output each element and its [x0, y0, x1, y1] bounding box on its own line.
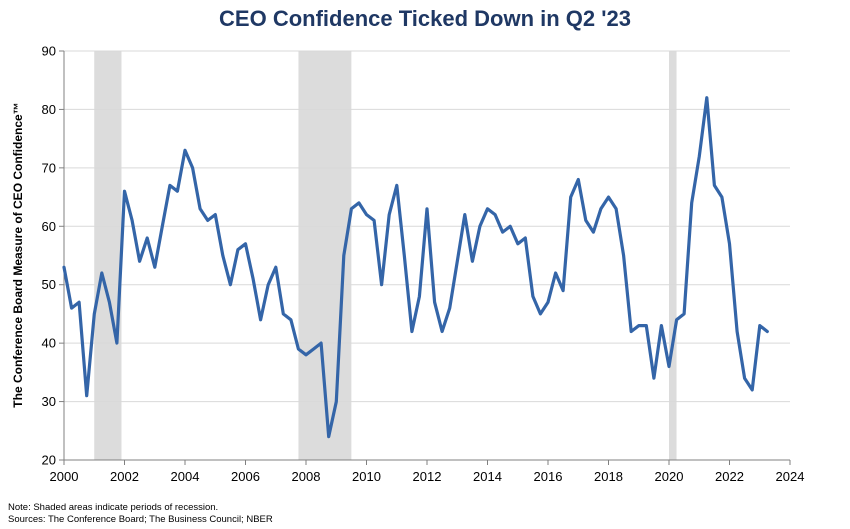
x-tick-label-2004: 2004 [171, 469, 200, 484]
y-tick-label-50: 50 [42, 277, 56, 292]
y-tick-label-70: 70 [42, 160, 56, 175]
x-tick-label-2000: 2000 [50, 469, 79, 484]
x-tick-label-2010: 2010 [352, 469, 381, 484]
y-tick-label-80: 80 [42, 102, 56, 117]
y-tick-label-30: 30 [42, 394, 56, 409]
y-tick-label-20: 20 [42, 453, 56, 468]
recession-band-2 [669, 51, 677, 460]
x-tick-label-2014: 2014 [473, 469, 502, 484]
x-tick-label-2022: 2022 [715, 469, 744, 484]
series-line-0 [62, 96, 769, 439]
footnote-sources: Sources: The Conference Board; The Busin… [8, 514, 273, 525]
x-tick-label-2016: 2016 [534, 469, 563, 484]
y-tick-label-60: 60 [42, 219, 56, 234]
tick-labels: 20 30 40 50 60 70 80 90 2000 2002 2004 2006 2008 2010… [42, 44, 805, 485]
x-tick-label-2002: 2002 [110, 469, 139, 484]
x-tick-label-2024: 2024 [776, 469, 805, 484]
x-tick-label-2020: 2020 [655, 469, 684, 484]
footnote-note: Note: Shaded areas indicate periods of r… [8, 502, 219, 513]
recession-band-0 [94, 51, 122, 460]
chart-title: CEO Confidence Ticked Down in Q2 '23 [219, 6, 631, 31]
x-tick-label-2018: 2018 [594, 469, 623, 484]
x-tick-label-2008: 2008 [292, 469, 321, 484]
x-tick-label-2006: 2006 [231, 469, 260, 484]
x-tick-label-2012: 2012 [413, 469, 442, 484]
axes [59, 50, 791, 465]
y-tick-label-90: 90 [42, 44, 56, 59]
y-tick-label-40: 40 [42, 336, 56, 351]
y-axis-label: The Conference Board Measure of CEO Conf… [11, 102, 25, 407]
series-line-layer [62, 96, 769, 439]
